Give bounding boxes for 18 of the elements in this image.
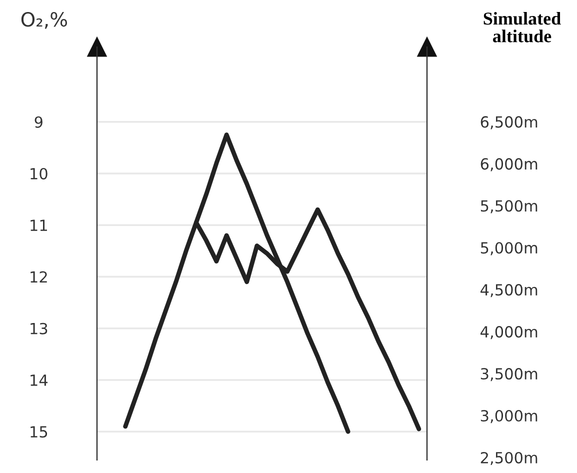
y-tick-label: 15 [30,426,48,438]
y2-tick-label: 2,500m [480,452,538,466]
y-axis-title: O₂,% [21,12,68,29]
y-tick-label: 10 [30,168,48,180]
y2-tick-label: 6,000m [480,158,538,172]
y-tick-label: 11 [30,220,47,231]
y-tick-label: 14 [30,374,48,386]
y2-tick-label: 6,500m [480,116,538,130]
y2-tick-label: 3,000m [480,410,538,424]
y-tick-label: 13 [30,322,48,334]
y2-tick-label: 4,500m [480,284,538,298]
y2-axis-title: Simulated altitude [484,12,561,42]
y2-tick-label: 5,500m [480,200,538,214]
y-tick-label: 9 [34,116,42,128]
y2-tick-label: 5,000m [480,242,538,256]
y2-tick-label: 4,000m [480,326,538,340]
y-tick-label: 12 [30,271,47,283]
y2-tick-label: 3,500m [480,368,538,382]
